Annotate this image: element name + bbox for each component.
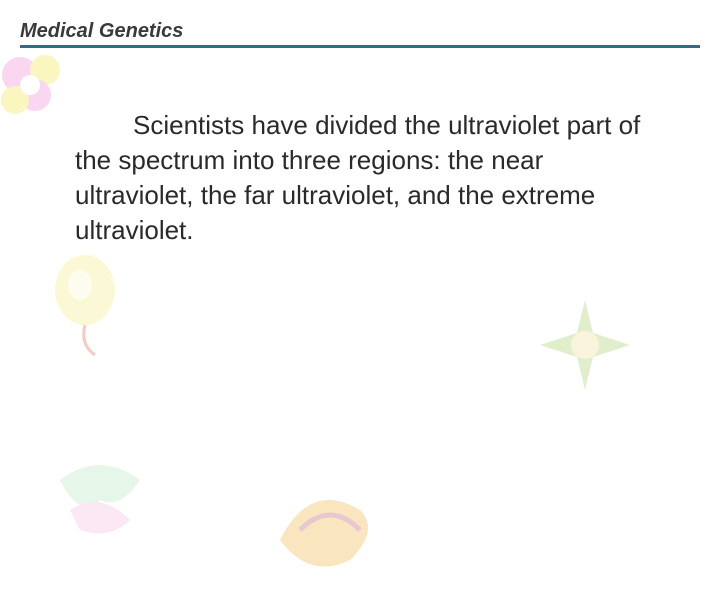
decoration-topleft xyxy=(0,45,80,135)
body-paragraph: Scientists have divided the ultraviolet … xyxy=(75,110,640,245)
decoration-bottom xyxy=(250,440,400,590)
slide-title: Medical Genetics xyxy=(20,20,700,45)
decoration-bottomleft xyxy=(40,440,160,560)
title-underline xyxy=(20,45,700,48)
decoration-left xyxy=(40,250,150,360)
slide-header: Medical Genetics xyxy=(20,20,700,48)
slide-body: Scientists have divided the ultraviolet … xyxy=(75,108,645,248)
decoration-right xyxy=(520,280,650,410)
